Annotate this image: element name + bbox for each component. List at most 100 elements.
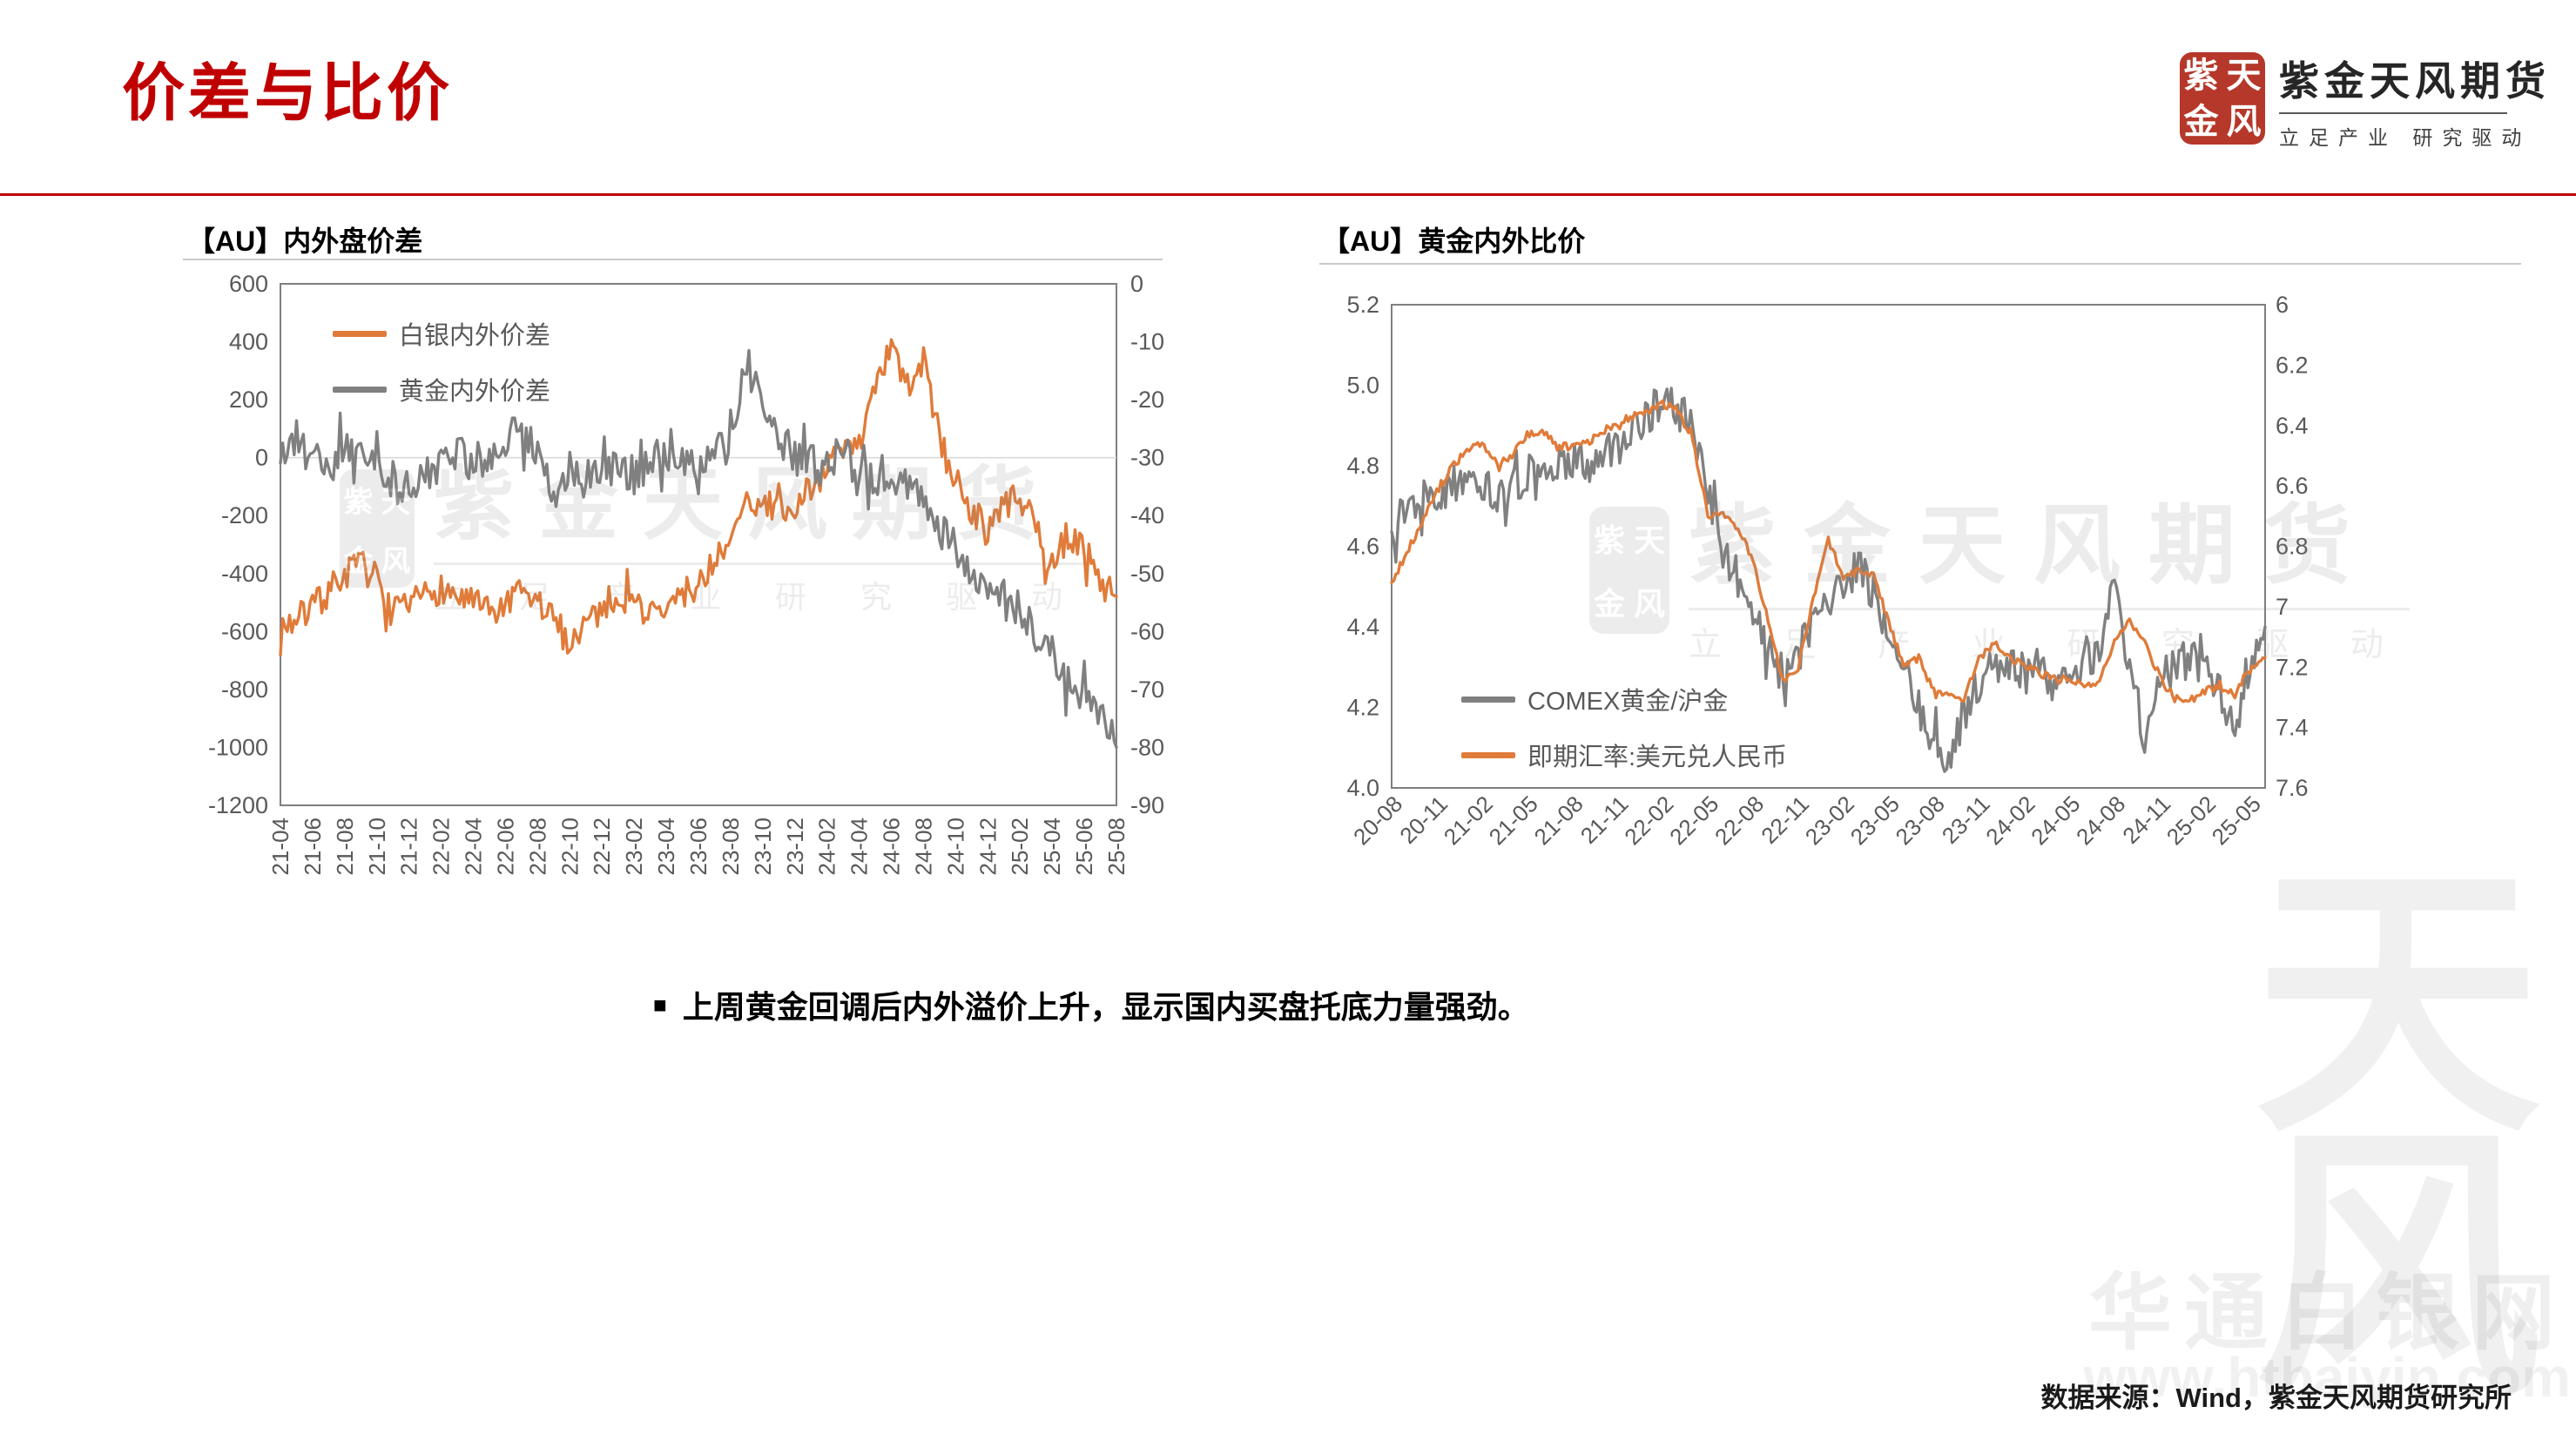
x-tick-label: 23-08 [718, 818, 744, 876]
right-chart-legend: COMEX黄金/沪金 即期汇率:美元兑人民币 [1461, 681, 1787, 773]
y-tick-label: 7.4 [2276, 715, 2309, 741]
x-tick-label: 23-06 [685, 818, 711, 876]
logo-divider [2279, 111, 2507, 114]
legend-line-swatch [1461, 696, 1515, 703]
y-tick-label: 4.0 [1346, 775, 1379, 801]
y-tick-label: 4.2 [1346, 695, 1379, 721]
data-source-note: 数据来源：Wind，紫金天风期货研究所 [2040, 1383, 2512, 1413]
x-tick-label: 23-05 [1845, 791, 1905, 850]
x-tick-label: 23-08 [1891, 791, 1950, 850]
x-tick-label: 24-10 [942, 818, 968, 876]
y-tick-label: -30 [1130, 445, 1164, 471]
y-tick-label: -20 [1130, 387, 1164, 413]
y-tick-label: 6.8 [2276, 534, 2309, 560]
x-tick-label: 25-05 [2207, 791, 2266, 850]
x-tick-label: 24-08 [2071, 791, 2130, 850]
x-tick-label: 25-04 [1039, 818, 1065, 876]
y-tick-label: 6 [2276, 292, 2289, 318]
bullet-square-icon: ■ [653, 992, 667, 1018]
seal-char: 紫 [2183, 54, 2219, 96]
y-tick-label: -70 [1130, 676, 1164, 703]
y-tick-label: -50 [1130, 561, 1164, 587]
x-tick-label: 21-06 [300, 818, 326, 876]
x-tick-label: 22-11 [1756, 791, 1814, 849]
y-tick-label: 5.2 [1346, 292, 1379, 318]
y-tick-label: -90 [1130, 792, 1164, 818]
left-chart-title: 【AU】内外盘价差 [187, 225, 423, 257]
x-tick-label: 24-11 [2117, 791, 2175, 849]
x-tick-label: 24-06 [879, 818, 905, 876]
left-chart-legend: 白银内外价差 黄金内外价差 [333, 315, 550, 407]
x-tick-label: 23-11 [1937, 791, 1995, 849]
x-tick-label: 22-06 [492, 818, 518, 876]
y-tick-label: -400 [221, 561, 268, 587]
x-tick-label: 22-12 [589, 818, 615, 876]
company-logo: 紫 天 金 风 紫金天风期货 立足产业 研究驱动 [2180, 52, 2551, 151]
legend-label: 黄金内外价差 [399, 378, 551, 406]
legend-line-swatch [333, 386, 387, 393]
y-tick-label: 4.6 [1346, 534, 1379, 560]
x-tick-label: 24-04 [846, 818, 873, 876]
x-tick-label: 25-02 [2161, 791, 2221, 850]
y-tick-label: 4.4 [1346, 614, 1379, 640]
x-tick-label: 23-10 [750, 818, 776, 876]
y-tick-label: 6.6 [2276, 473, 2309, 499]
y-tick-label: -800 [221, 676, 268, 703]
legend-item: 白银内外价差 [333, 315, 550, 352]
legend-item: 黄金内外价差 [333, 371, 550, 407]
legend-label: 即期汇率:美元兑人民币 [1527, 744, 1788, 771]
right-chart-title-rule [1319, 263, 2521, 265]
legend-item: COMEX黄金/沪金 [1461, 681, 1787, 717]
x-tick-label: 23-02 [1800, 791, 1859, 850]
header-rule [0, 193, 2576, 196]
x-tick-label: 21-05 [1484, 791, 1543, 850]
series-line-second [279, 348, 1118, 750]
x-tick-label: 21-08 [332, 818, 358, 876]
seal-char: 金 [2183, 100, 2219, 142]
x-tick-label: 20-11 [1394, 791, 1453, 849]
x-tick-label: 21-10 [364, 818, 390, 876]
legend-line-swatch [1461, 751, 1515, 758]
logo-text-block: 紫金天风期货 立足产业 研究驱动 [2279, 52, 2551, 151]
legend-label: COMEX黄金/沪金 [1527, 688, 1729, 716]
seal-char: 风 [2226, 100, 2262, 142]
plot-border [1391, 304, 2266, 789]
y-tick-label: 0 [255, 445, 268, 471]
x-tick-label: 23-12 [782, 818, 808, 876]
x-tick-label: 25-08 [1103, 818, 1130, 876]
x-tick-label: 22-08 [1709, 791, 1769, 850]
x-tick-label: 21-11 [1575, 791, 1634, 849]
y-tick-label: 7.2 [2276, 654, 2309, 680]
x-tick-label: 24-02 [1980, 791, 2040, 850]
x-tick-label: 22-04 [461, 818, 487, 876]
x-tick-label: 23-02 [621, 818, 647, 876]
y-tick-label: 0 [1130, 271, 1143, 297]
y-tick-label: 600 [229, 271, 268, 297]
x-tick-label: 21-02 [1439, 791, 1498, 850]
x-tick-label: 21-08 [1529, 791, 1588, 850]
y-tick-label: -200 [221, 502, 268, 528]
y-tick-label: -600 [221, 618, 268, 644]
x-tick-label: 23-04 [653, 818, 679, 876]
x-tick-label: 22-08 [524, 818, 550, 876]
legend-item: 即期汇率:美元兑人民币 [1461, 737, 1787, 773]
series-line-first [1390, 387, 2267, 773]
y-tick-label: -1200 [208, 792, 268, 818]
series-line-first [279, 338, 1118, 657]
series-line-second [1390, 399, 2267, 703]
x-tick-label: 21-04 [267, 818, 293, 876]
right-chart-title: 【AU】黄金内外比价 [1322, 225, 1586, 257]
y-tick-label: 7 [2276, 594, 2289, 620]
x-tick-label: 24-05 [2026, 791, 2085, 850]
x-tick-label: 22-05 [1664, 791, 1723, 850]
y-tick-label: 6.2 [2276, 352, 2309, 378]
x-tick-label: 25-06 [1071, 818, 1097, 876]
y-tick-label: -80 [1130, 734, 1164, 760]
x-tick-label: 24-12 [974, 818, 1001, 876]
plot-border [280, 283, 1117, 806]
logo-slogan: 立足产业 研究驱动 [2279, 125, 2532, 149]
y-tick-label: 7.6 [2276, 775, 2309, 801]
page-title: 价差与比价 [122, 56, 454, 130]
